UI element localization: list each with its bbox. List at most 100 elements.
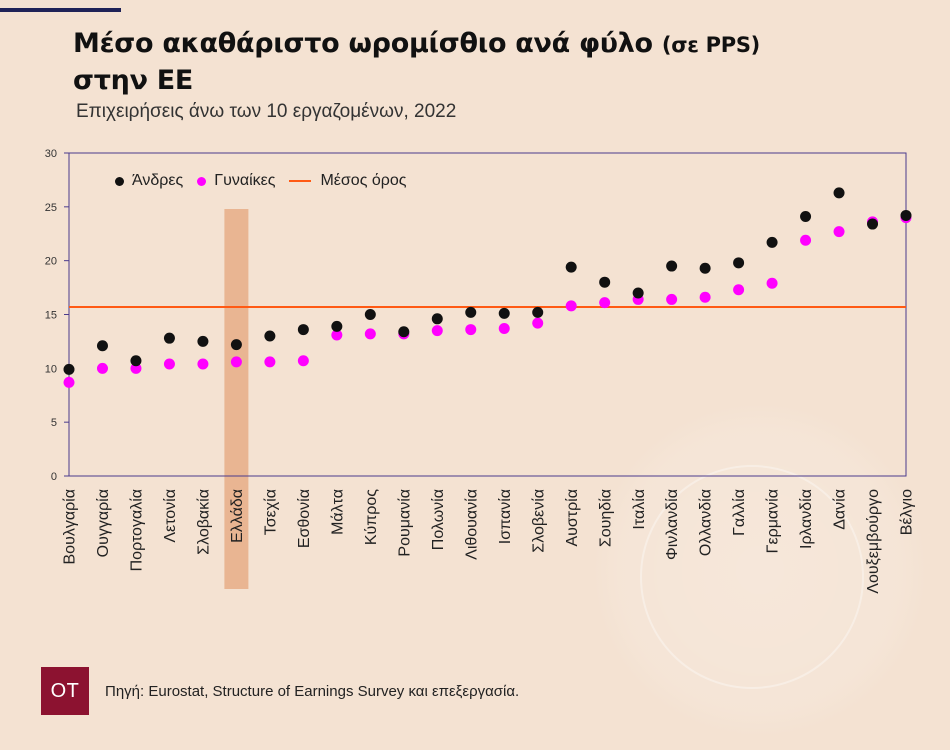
x-tick-label: Εσθονία [296,489,313,548]
women-point [565,300,577,312]
men-point [96,340,108,352]
women-point [699,291,711,303]
chart-title: Μέσο ακαθάριστο ωρομίσθιο ανά φύλο (σε P… [73,26,893,98]
legend-item-women: Γυναίκες [197,172,275,190]
men-point [766,236,778,248]
chart-subtitle: Επιχειρήσεις άνω των 10 εργαζομένων, 202… [76,101,457,122]
x-tick-label: Κύπρος [363,489,380,545]
women-point [331,329,343,341]
men-point [465,306,477,318]
legend: Άνδρες Γυναίκες Μέσος όρος [115,172,420,190]
legend-average-marker [289,180,312,182]
men-point [733,257,745,269]
highlight-band [224,209,249,589]
women-point [766,277,778,289]
men-point [431,313,443,325]
legend-item-average: Μέσος όρος [289,172,406,190]
x-tick-label: Σλοβενία [530,489,547,553]
men-point [867,218,879,230]
men-point [565,261,577,273]
x-tick-label: Σλοβακία [196,489,213,555]
title-line2: στην ΕΕ [73,65,194,96]
women-point [800,234,812,246]
legend-women-marker [197,176,207,186]
men-point [800,211,812,223]
men-point [532,306,544,318]
x-tick-label: Ουγγαρία [95,489,112,557]
women-point [96,362,108,374]
x-tick-label: Τσεχία [262,489,279,535]
women-point [498,322,510,334]
y-tick-label: 15 [45,310,57,322]
women-point [364,328,376,340]
men-point [398,326,410,338]
legend-men-marker [115,176,124,186]
women-point [163,358,175,370]
men-point [632,287,644,299]
x-tick-label: Βέλγιο [899,489,916,535]
x-tick-label: Ολλανδία [698,489,715,556]
women-point [431,325,443,337]
women-point [63,376,75,388]
ot-logo: ΟΤ [41,667,89,715]
men-point [264,330,276,342]
women-point [197,358,209,370]
x-tick-label: Δανία [832,489,849,530]
women-point [666,293,678,305]
x-tick-label: Γαλλία [731,489,748,536]
legend-women-label: Γυναίκες [214,172,276,189]
plot-frame [68,152,907,477]
x-tick-label: Σουηδία [597,489,614,547]
y-tick-label: 30 [45,148,57,160]
women-point [532,317,544,329]
x-tick-label: Ιρλανδία [798,489,815,549]
legend-item-men: Άνδρες [115,172,183,190]
x-tick-label: Λουξεμβούργο [865,489,882,594]
y-tick-label: 20 [45,256,57,268]
x-tick-label: Φινλανδία [664,489,681,560]
men-point [297,324,309,336]
x-tick-label: Λετονία [162,489,179,543]
men-point [599,276,611,288]
men-point [130,355,142,367]
x-tick-label: Ισπανία [497,489,514,544]
y-tick-label: 10 [45,363,57,375]
title-main: Μέσο ακαθάριστο ωρομίσθιο ανά φύλο [73,28,653,59]
x-tick-label: Βουλγαρία [62,489,79,564]
x-tick-label: Λιθουανία [463,489,480,560]
women-point [264,356,276,368]
x-tick-label: Ελλάδα [229,489,246,543]
y-tick-label: 5 [51,417,57,429]
men-point [163,332,175,344]
x-tick-label: Πολωνία [430,489,447,550]
women-point [130,362,142,374]
y-tick-label: 25 [45,202,57,214]
women-point [297,355,309,367]
men-point [833,187,845,199]
legend-men-label: Άνδρες [132,172,184,189]
y-tick-label: 0 [51,471,57,483]
women-point [230,356,242,368]
men-point [197,335,209,347]
legend-average-label: Μέσος όρος [320,172,407,189]
title-unit: (σε PPS) [661,33,760,57]
women-point [833,226,845,238]
x-tick-label: Αυστρία [564,489,581,547]
men-point [63,363,75,375]
x-tick-label: Ρουμανία [396,489,413,557]
x-tick-label: Πορτογαλία [129,489,146,571]
women-point [733,284,745,296]
men-point [699,262,711,274]
x-tick-label: Γερμανία [765,489,782,553]
x-tick-label: Ιταλία [631,489,648,530]
source-note: Πηγή: Eurostat, Structure of Earnings Su… [105,683,520,700]
men-point [900,209,912,221]
women-point [465,324,477,336]
men-point [364,309,376,320]
men-point [331,320,343,332]
men-point [230,339,242,351]
men-point [666,260,678,272]
accent-bar [0,8,121,12]
women-point [599,297,611,309]
